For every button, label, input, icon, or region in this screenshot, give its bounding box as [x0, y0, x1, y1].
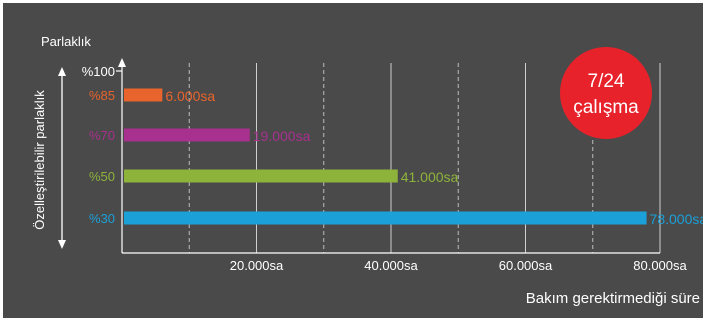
badge-line-2: çalışma: [573, 97, 639, 118]
bar-2: [124, 169, 398, 183]
category-label-0: %85: [89, 88, 115, 103]
x-tick-label-3: 80.000sa: [633, 258, 687, 273]
category-label-2: %50: [89, 169, 115, 184]
chart-canvas: Parlaklık Özelleştirilebilir parlaklık %…: [3, 3, 703, 318]
x-tick-label-0: 20.000sa: [230, 258, 284, 273]
value-label-1: 19.000sa: [253, 128, 311, 144]
x-axis-title: Bakım gerektirmediği süre: [526, 290, 700, 307]
badge-line-1: 7/24: [588, 71, 625, 92]
badge-circle: [560, 47, 652, 139]
axes: [116, 58, 660, 254]
x-tick-labels: 20.000sa 40.000sa 60.000sa 80.000sa: [230, 258, 688, 273]
y-axis-arrow-icon: [118, 58, 126, 67]
double-arrow-icon: [58, 67, 66, 249]
value-label-2: 41.000sa: [401, 169, 459, 185]
status-badge: 7/24 çalışma: [560, 47, 652, 139]
category-label-1: %70: [89, 128, 115, 143]
x-tick-label-2: 60.000sa: [499, 258, 553, 273]
bar-0: [124, 88, 163, 102]
y-axis-title: Parlaklık: [41, 34, 91, 49]
value-label-3: 78.000sa: [650, 211, 703, 227]
category-label-3: %30: [89, 211, 115, 226]
side-label: Özelleştirilebilir parlaklık: [32, 90, 47, 230]
bars: %85 6.000sa %70 19.000sa %50 41.000sa %30 78.00…: [89, 88, 703, 227]
brightness-chart: Parlaklık Özelleştirilebilir parlaklık %…: [3, 3, 703, 318]
value-label-0: 6.000sa: [165, 88, 215, 104]
x-tick-label-1: 40.000sa: [364, 258, 418, 273]
bar-3: [124, 211, 647, 225]
top-level-label: %100: [82, 64, 115, 79]
bar-1: [124, 128, 250, 142]
